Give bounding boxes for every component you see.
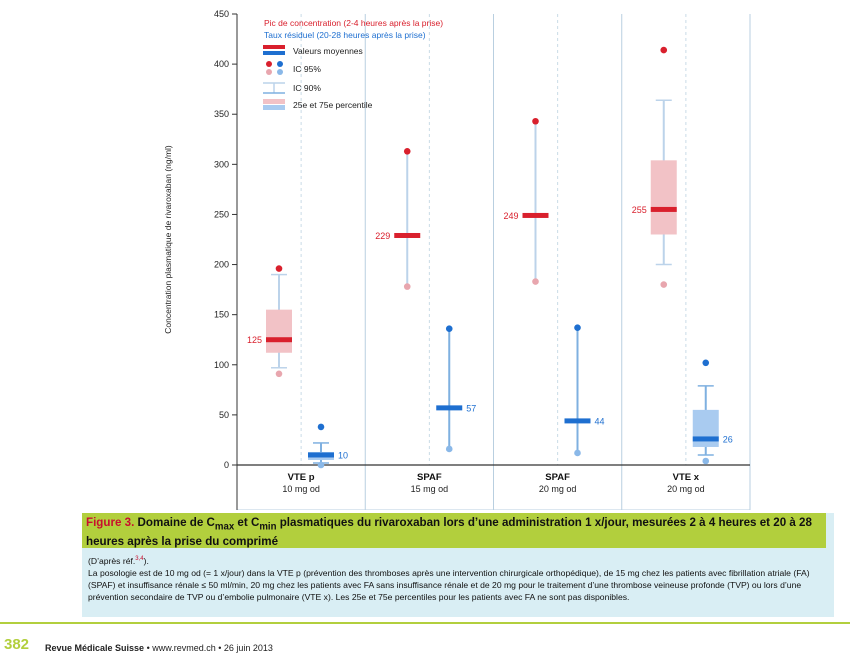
legend-ci95-dot-trough [277, 61, 283, 67]
group-dose-label: 20 mg od [539, 484, 577, 494]
legend-ci95-dot-trough-light [277, 69, 283, 75]
legend-mean-swatch-peak [263, 45, 285, 49]
peak-g1-ci95-lower-dot [403, 283, 411, 290]
peak-g3-ci95-upper-dot [660, 46, 668, 54]
group-name-label: VTE x [673, 472, 700, 483]
y-tick-label: 0 [224, 460, 229, 470]
figure-ref-sup: 3,4 [135, 556, 144, 562]
trough-g3-mean-bar [692, 436, 719, 442]
figure-caption-text: (D’après réf.3,4). La posologie est de 1… [88, 553, 826, 603]
journal-details: • www.revmed.ch • 26 juin 2013 [144, 643, 273, 653]
journal-footer: Revue Médicale Suisse • www.revmed.ch • … [45, 643, 273, 653]
peak-g1-ci95-upper-dot [403, 148, 411, 155]
y-tick-label: 450 [214, 9, 229, 19]
page-rule [0, 622, 850, 624]
legend-pct-text: 25e et 75e percentile [293, 100, 373, 110]
figure-reference: (D’après réf.3,4). [88, 553, 826, 567]
trough-g3-ci95-lower-dot [702, 457, 710, 465]
legend-pct-swatch-peak [263, 99, 285, 104]
peak-g3-mean-label: 255 [632, 205, 647, 215]
figure-title-part3: plasmatiques du rivaroxaban lors d’une a… [86, 516, 812, 549]
peak-g1-mean-label: 229 [375, 231, 390, 241]
legend-mean-text: Valeurs moyennes [293, 46, 363, 56]
page-number: 382 [4, 636, 30, 653]
legend-pct-swatch-trough [263, 105, 285, 110]
y-tick-label: 250 [214, 209, 229, 219]
figure-title: Figure 3. Domaine de Cmax et Cmin plasma… [86, 515, 822, 549]
y-tick-label: 150 [214, 310, 229, 320]
group-dose-label: 20 mg od [667, 484, 705, 494]
trough-g1-mean-bar [436, 405, 463, 411]
trough-g0-ci95-upper-dot [317, 423, 325, 431]
peak-g0-mean-label: 125 [247, 335, 262, 345]
peak-g0-ci95-lower-dot [275, 370, 283, 378]
peak-g3-mean-bar [650, 206, 677, 212]
legend-ci95-dot-peak [266, 61, 272, 67]
y-tick-label: 400 [214, 59, 229, 69]
trough-g2-mean-label: 44 [595, 416, 605, 426]
trough-g2-ci95-upper-dot [574, 324, 581, 331]
peak-g3-ci95-lower-dot [660, 281, 668, 288]
group-dose-label: 15 mg od [411, 484, 449, 494]
trough-g1-ci95-upper-dot [445, 325, 453, 332]
group-name-label: SPAF [417, 472, 442, 483]
trough-g0-mean-bar [308, 452, 334, 458]
peak-g0-mean-bar [266, 337, 292, 343]
y-tick-label: 50 [219, 410, 229, 420]
figure-caption-box: Figure 3. Domaine de Cmax et Cmin plasma… [82, 513, 834, 617]
legend-ci90-text: IC 90% [293, 83, 321, 93]
figure-ref-suffix: ). [143, 555, 149, 566]
group-name-label: SPAF [545, 472, 570, 483]
legend-mean-swatch-trough [263, 51, 285, 55]
legend-ci95-text: IC 95% [293, 64, 321, 74]
group-dose-label: 10 mg od [282, 484, 320, 494]
figure-title-sub-min: min [259, 521, 277, 533]
peak-g3-percentile-box [650, 160, 677, 235]
y-tick-label: 200 [214, 260, 229, 270]
peak-g0-ci95-upper-dot [275, 265, 283, 272]
figure-caption-header: Figure 3. Domaine de Cmax et Cmin plasma… [82, 513, 826, 548]
legend-trough-text: Taux résiduel (20-28 heures après la pri… [264, 30, 426, 40]
trough-g1-mean-label: 57 [466, 403, 476, 413]
trough-g0-mean-label: 10 [338, 450, 348, 460]
peak-g1-mean-bar [394, 232, 421, 238]
peak-g2-ci95-upper-dot [532, 117, 539, 125]
legend-ci95-dot-peak-light [266, 69, 272, 75]
figure-body: La posologie est de 10 mg od (= 1 x/jour… [88, 567, 810, 602]
trough-g1-ci95-lower-dot [445, 445, 453, 453]
y-tick-label: 300 [214, 159, 229, 169]
figure-title-part2: et C [234, 516, 260, 529]
figure-ref-prefix: (D’après réf. [88, 555, 136, 566]
y-axis-label: Concentration plasmatique de rivaroxaban… [163, 145, 173, 334]
y-tick-label: 100 [214, 360, 229, 370]
peak-g2-ci95-lower-dot [532, 278, 539, 285]
journal-name: Revue Médicale Suisse [45, 643, 145, 653]
peak-g0-percentile-box [266, 309, 292, 353]
trough-g0-ci95-lower-dot [317, 461, 325, 469]
trough-g3-ci95-upper-dot [702, 359, 710, 367]
peak-g2-mean-bar [522, 212, 549, 218]
trough-g2-ci95-lower-dot [574, 449, 581, 457]
group-name-label: VTE p [288, 472, 315, 483]
trough-g3-mean-label: 26 [723, 434, 733, 444]
rivaroxaban-box-chart: 0 50 100 150 200 250 300 350 400 450 Concentration… [163, 9, 751, 510]
y-tick-label: 350 [214, 109, 229, 119]
figure-title-part1: Domaine de C [134, 516, 215, 529]
figure-title-sub-max: max [214, 521, 235, 533]
figure-label: Figure 3. [86, 516, 135, 529]
legend-peak-text: Pic de concentration (2-4 heures après l… [264, 18, 443, 28]
peak-g2-mean-label: 249 [503, 211, 518, 221]
trough-g2-mean-bar [564, 418, 591, 424]
